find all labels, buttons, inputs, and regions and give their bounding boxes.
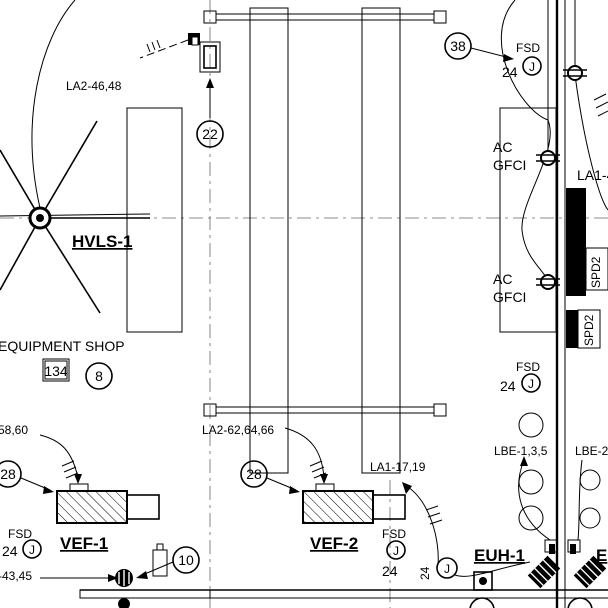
svg-text:28: 28 xyxy=(0,466,16,482)
euh-1-heater: J 24 xyxy=(418,539,607,591)
svg-text:FSD: FSD xyxy=(516,360,540,374)
callout-28-left: 28 xyxy=(0,460,54,494)
svg-text:24: 24 xyxy=(500,378,516,394)
device-10 xyxy=(40,543,174,608)
circuit-la2-62-64-66: LA2-62,64,66 xyxy=(202,423,274,437)
vef-2-fan xyxy=(284,427,406,524)
ac-gfci-2: AC GFCI xyxy=(493,271,560,305)
euh-partial-label: E xyxy=(596,546,607,565)
structural-beams xyxy=(79,0,608,608)
circuit-lbe-1-3-5: LBE-1,3,5 xyxy=(494,444,548,458)
svg-text:J: J xyxy=(29,543,35,557)
callout-10: 10 xyxy=(172,546,200,574)
svg-text:24: 24 xyxy=(382,563,398,579)
bottom-partial-tags xyxy=(469,597,593,608)
svg-text:GFCI: GFCI xyxy=(493,289,526,305)
circuit-lbe-2: LBE-2 xyxy=(575,444,608,458)
euh-1-label: EUH-1 xyxy=(474,546,525,565)
svg-text:134: 134 xyxy=(44,363,68,379)
callout-22: 22 xyxy=(196,120,224,148)
circuit-la1-17-19-wire xyxy=(402,482,443,566)
svg-text:SPD2: SPD2 xyxy=(589,256,603,288)
callout-28-mid: 28 xyxy=(240,460,300,494)
ac-gfci-1: AC GFCI xyxy=(493,139,560,173)
svg-text:24: 24 xyxy=(502,64,518,80)
svg-text:24: 24 xyxy=(2,543,18,559)
svg-text:8: 8 xyxy=(95,368,103,384)
room-number-box: 134 xyxy=(42,358,70,382)
panel-la1: SPD2 SPD2 xyxy=(566,188,608,349)
svg-text:28: 28 xyxy=(246,466,262,482)
svg-text:J: J xyxy=(393,544,399,558)
room-tag: 8 xyxy=(85,362,113,390)
svg-text:J: J xyxy=(444,562,450,576)
circuit-la2-46-48: LA2-46,48 xyxy=(66,79,122,93)
circuit-58-60: 58,60 xyxy=(0,423,28,437)
vef-1-fan xyxy=(39,434,160,524)
svg-text:24: 24 xyxy=(418,566,432,580)
svg-text:FSD: FSD xyxy=(382,527,406,541)
circuit-la1-17-19: LA1-17,19 xyxy=(370,460,426,474)
svg-text:J: J xyxy=(528,377,534,391)
svg-text:SPD2: SPD2 xyxy=(582,314,596,346)
svg-text:FSD: FSD xyxy=(516,41,540,55)
svg-text:J: J xyxy=(529,60,535,74)
hvls-fan-label: HVLS-1 xyxy=(72,232,132,251)
svg-text:22: 22 xyxy=(202,126,218,142)
fsd-mid: FSD 24 J xyxy=(500,360,541,394)
vef-1-label: VEF-1 xyxy=(60,534,108,553)
svg-text:GFCI: GFCI xyxy=(493,157,526,173)
svg-text:AC: AC xyxy=(493,139,512,155)
receptacle-top-right xyxy=(563,65,587,81)
vef-2-label: VEF-2 xyxy=(310,534,358,553)
svg-text:10: 10 xyxy=(178,552,194,568)
lbe-lights xyxy=(518,412,601,541)
fsd-vef-1: FSD 24 J xyxy=(2,527,42,559)
svg-text:38: 38 xyxy=(450,38,466,54)
svg-text:FSD: FSD xyxy=(8,527,32,541)
fsd-vef-2: FSD J 24 xyxy=(382,527,406,579)
circuit-43-45: -43,45 xyxy=(0,569,32,583)
device-22 xyxy=(139,33,221,118)
hvls-fan xyxy=(0,0,151,314)
room-name: EQUIPMENT SHOP xyxy=(0,338,125,354)
svg-text:AC: AC xyxy=(493,271,512,287)
circuit-la1-partial: LA1-4 xyxy=(577,167,608,183)
fsd-top: FSD 24 J xyxy=(502,41,542,80)
